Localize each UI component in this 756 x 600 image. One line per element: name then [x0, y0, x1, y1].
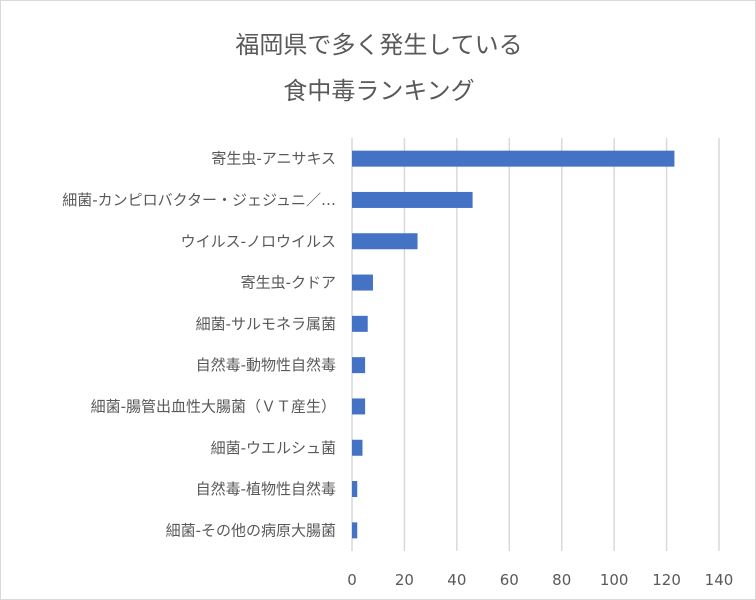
x-tick-label: 140 — [705, 571, 734, 589]
bar — [352, 233, 418, 250]
bar — [352, 439, 363, 456]
x-tick-label: 120 — [652, 571, 681, 589]
bar — [352, 274, 373, 291]
bar — [352, 522, 358, 539]
chart-title-line-2: 食中毒ランキング — [283, 77, 475, 105]
category-label: 寄生虫-アニサキス — [211, 150, 336, 168]
category-label: 細菌-サルモネラ属菌 — [196, 315, 336, 333]
category-label: 自然毒-植物性自然毒 — [196, 480, 336, 498]
category-label: 細菌-カンピロバクター・ジェジュニ／… — [62, 191, 336, 209]
bar — [352, 481, 358, 498]
chart-title-line-1: 福岡県で多く発生している — [235, 31, 523, 59]
x-tick-label: 80 — [552, 571, 571, 589]
bar — [352, 315, 368, 332]
x-tick-label: 100 — [600, 571, 629, 589]
category-label: ウイルス-ノロウイルス — [181, 232, 336, 250]
category-label: 細菌-腸管出血性大腸菌（ＶＴ産生） — [91, 397, 336, 415]
bar — [352, 150, 675, 167]
category-label: 細菌-その他の病原大腸菌 — [166, 521, 336, 539]
x-tick-label: 0 — [347, 571, 357, 589]
bar — [352, 398, 366, 415]
x-tick-label: 40 — [447, 571, 466, 589]
bar — [352, 357, 366, 374]
category-label: 自然毒-動物性自然毒 — [196, 356, 336, 374]
x-tick-label: 20 — [395, 571, 414, 589]
bar — [352, 191, 473, 208]
x-tick-label: 60 — [500, 571, 519, 589]
category-label: 寄生虫-クドア — [241, 274, 336, 292]
category-label: 細菌-ウエルシュ菌 — [211, 439, 336, 457]
